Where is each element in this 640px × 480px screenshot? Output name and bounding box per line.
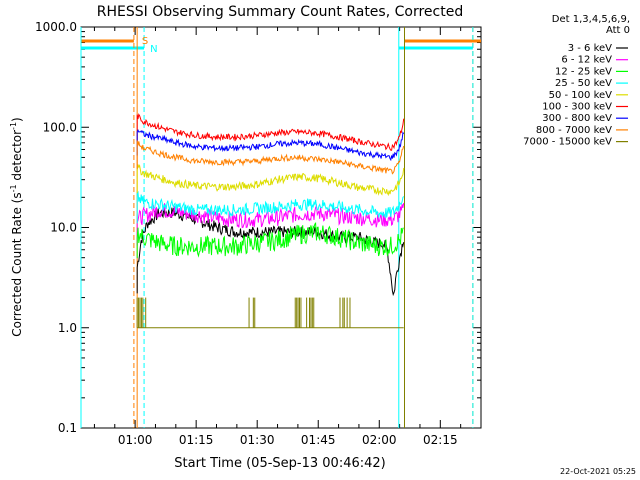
- legend-entry-label: 25 - 50 keV: [555, 78, 612, 89]
- y-tick-label: 10.0: [50, 221, 77, 235]
- y-tick-label: 100.0: [43, 120, 77, 134]
- y-tick-label: 0.1: [58, 421, 77, 435]
- y-tick-label: 1.0: [58, 321, 77, 335]
- series-line: [136, 113, 405, 151]
- x-axis-label: Start Time (05-Sep-13 00:46:42): [174, 456, 385, 471]
- series-lines: [136, 113, 405, 329]
- observing-flags: SN: [80, 27, 481, 428]
- axis-ticks: 0.1 1.0 10.0 100.0 1000.0 01:00 01:15 01:30 01:4…: [35, 20, 481, 447]
- legend-entry-label: 3 - 6 keV: [568, 43, 612, 54]
- series-line: [136, 190, 405, 224]
- legend-header: Att 0: [606, 25, 630, 36]
- date-stamp: 22-Oct-2021 05:25: [560, 467, 636, 476]
- chart-title: RHESSI Observing Summary Count Rates, Co…: [97, 4, 463, 20]
- series-line: [136, 129, 405, 162]
- series-line: [136, 140, 405, 175]
- legend-entry-label: 800 - 7000 keV: [536, 125, 612, 136]
- legend-entry-label: 300 - 800 keV: [542, 113, 612, 124]
- y-axis-label: Corrected Count Rate (s-1 detector-1): [9, 117, 24, 336]
- legend-entry-label: 50 - 100 keV: [549, 90, 613, 101]
- x-tick-label: 01:00: [118, 433, 153, 447]
- series-line: [136, 221, 404, 259]
- legend-entry-label: 7000 - 15000 keV: [523, 137, 612, 148]
- x-tick-label: 01:30: [240, 433, 275, 447]
- saa-label: S: [142, 36, 148, 47]
- legend-header: Det 1,3,4,5,6,9,: [552, 14, 630, 25]
- legend-entry-label: 100 - 300 keV: [542, 102, 612, 113]
- y-tick-label: 1000.0: [35, 20, 77, 34]
- x-tick-label: 01:15: [179, 433, 214, 447]
- series-line: [136, 202, 405, 246]
- plot-frame: [80, 26, 482, 429]
- series-line: [136, 164, 405, 197]
- legend-entry-label: 12 - 25 keV: [555, 66, 612, 77]
- x-tick-label: 02:15: [423, 433, 458, 447]
- legend-entry-label: 6 - 12 keV: [561, 55, 612, 66]
- x-tick-label: 01:45: [301, 433, 336, 447]
- night-label: N: [150, 44, 157, 55]
- x-tick-label: 02:00: [362, 433, 397, 447]
